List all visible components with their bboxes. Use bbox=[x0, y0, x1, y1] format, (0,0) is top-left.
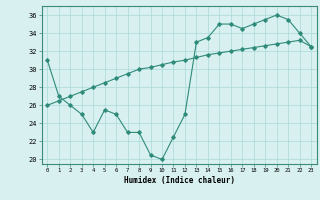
X-axis label: Humidex (Indice chaleur): Humidex (Indice chaleur) bbox=[124, 176, 235, 185]
